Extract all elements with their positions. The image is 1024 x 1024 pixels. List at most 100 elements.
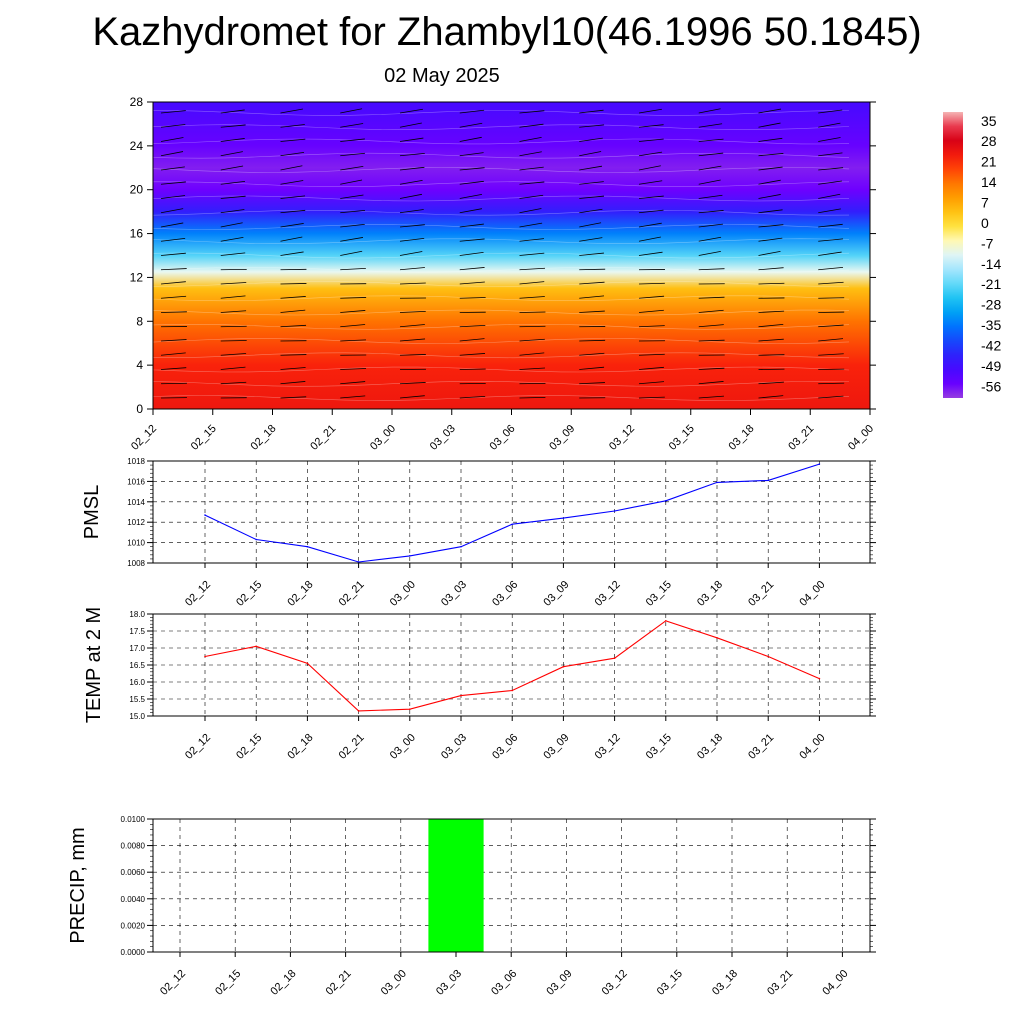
contour-line [152,380,850,387]
x-tick-label: 03_06 [488,423,518,453]
wind-barb [340,297,367,299]
data-point [818,677,821,680]
contour-line [152,181,850,188]
precip-panel: 0.0000 0.0020 0.0040 0.0060 0.0080 0.0100 02_1… [67,815,876,998]
x-tick-label: 02_18 [249,423,279,453]
wind-barb [160,295,187,299]
wind-barb [340,368,367,370]
data-point [665,620,667,622]
wind-barb [160,311,187,313]
wind-barb [280,165,303,171]
data-point [818,463,821,465]
wind-barb [399,395,425,399]
wind-barb [818,395,844,399]
wind-barb [160,222,184,228]
colorbar-label: 14 [981,174,997,190]
wind-barb [758,310,785,313]
wind-barb [280,180,304,185]
wind-barb [220,181,246,185]
wind-barb [160,181,186,185]
wind-barb [280,138,306,142]
y-tick-label: 16 [130,227,144,241]
wind-barb [638,381,665,385]
y-tick-label: 1012 [127,518,145,527]
wind-barb [340,250,363,256]
data-point [613,510,616,512]
wind-barb [758,250,781,256]
wind-barb [758,282,785,285]
wind-barb [459,338,485,342]
x-tick-label: 02_12 [183,732,213,762]
wind-barb [459,122,483,128]
wind-barb [459,180,484,185]
wind-barb [818,353,844,356]
contour-line [152,238,850,245]
wind-barb [579,151,602,157]
wind-barb [579,352,605,356]
wind-barb [519,296,545,299]
y-tick-label: 16.5 [129,661,145,670]
wind-barb [698,165,722,171]
x-tick-label: 03_09 [547,423,577,453]
wind-barb [280,223,304,228]
y-tick-label: 16.0 [129,678,145,687]
x-tick-label: 03_06 [490,732,520,762]
wind-barb [758,395,784,399]
wind-barb [519,267,546,271]
colorbar-label: -28 [981,297,1001,313]
x-tick-label: 04_00 [797,579,827,609]
contour-line [152,338,850,344]
x-tick-label: 02_18 [285,732,315,762]
wind-barb [280,354,307,356]
wind-barb [638,165,661,171]
x-tick-label: 02_18 [268,968,298,998]
wind-barb [160,151,184,157]
wind-barb [818,180,842,185]
x-tick-label: 03_03 [428,423,458,453]
wind-barb [160,382,187,385]
wind-barb [399,251,423,256]
wind-barb [340,310,366,313]
data-point [767,655,769,658]
wind-barb [638,236,661,242]
wind-barb [818,109,843,114]
wind-barb [758,381,784,385]
plot-frame [152,818,871,953]
contour-line [152,224,850,230]
colorbar-label: -35 [981,317,1001,333]
wind-barb [758,224,784,228]
wind-barb [519,222,543,228]
data-point [357,710,360,712]
wind-barb [280,309,306,313]
data-point [255,538,257,541]
data-point [409,555,411,557]
wind-barb [280,381,306,385]
data-point [562,665,565,668]
data-point [204,655,206,658]
wind-barb [818,382,845,385]
wind-barb [519,123,544,128]
wind-barb [579,268,606,271]
wind-barb [459,267,485,271]
wind-barb [758,323,784,328]
data-point [562,517,565,519]
wind-barb [399,382,426,385]
wind-barb [579,281,605,285]
wind-barb [758,137,783,142]
wind-barb [698,138,724,142]
wind-barb [818,223,843,228]
x-tick-label: 02_12 [183,579,213,609]
wind-barb [698,268,725,271]
y-axis-label: TEMP at 2 M [83,607,105,723]
data-point [665,499,667,502]
wind-barb [818,238,844,242]
wind-barb [758,153,784,157]
wind-barb [818,137,841,142]
wind-barb [220,295,246,299]
contour-line [152,352,850,359]
wind-barb [758,166,783,171]
x-tick-label: 03_00 [388,579,418,609]
wind-barb [519,151,542,157]
wind-barb [280,236,303,242]
wind-barb [160,281,186,285]
